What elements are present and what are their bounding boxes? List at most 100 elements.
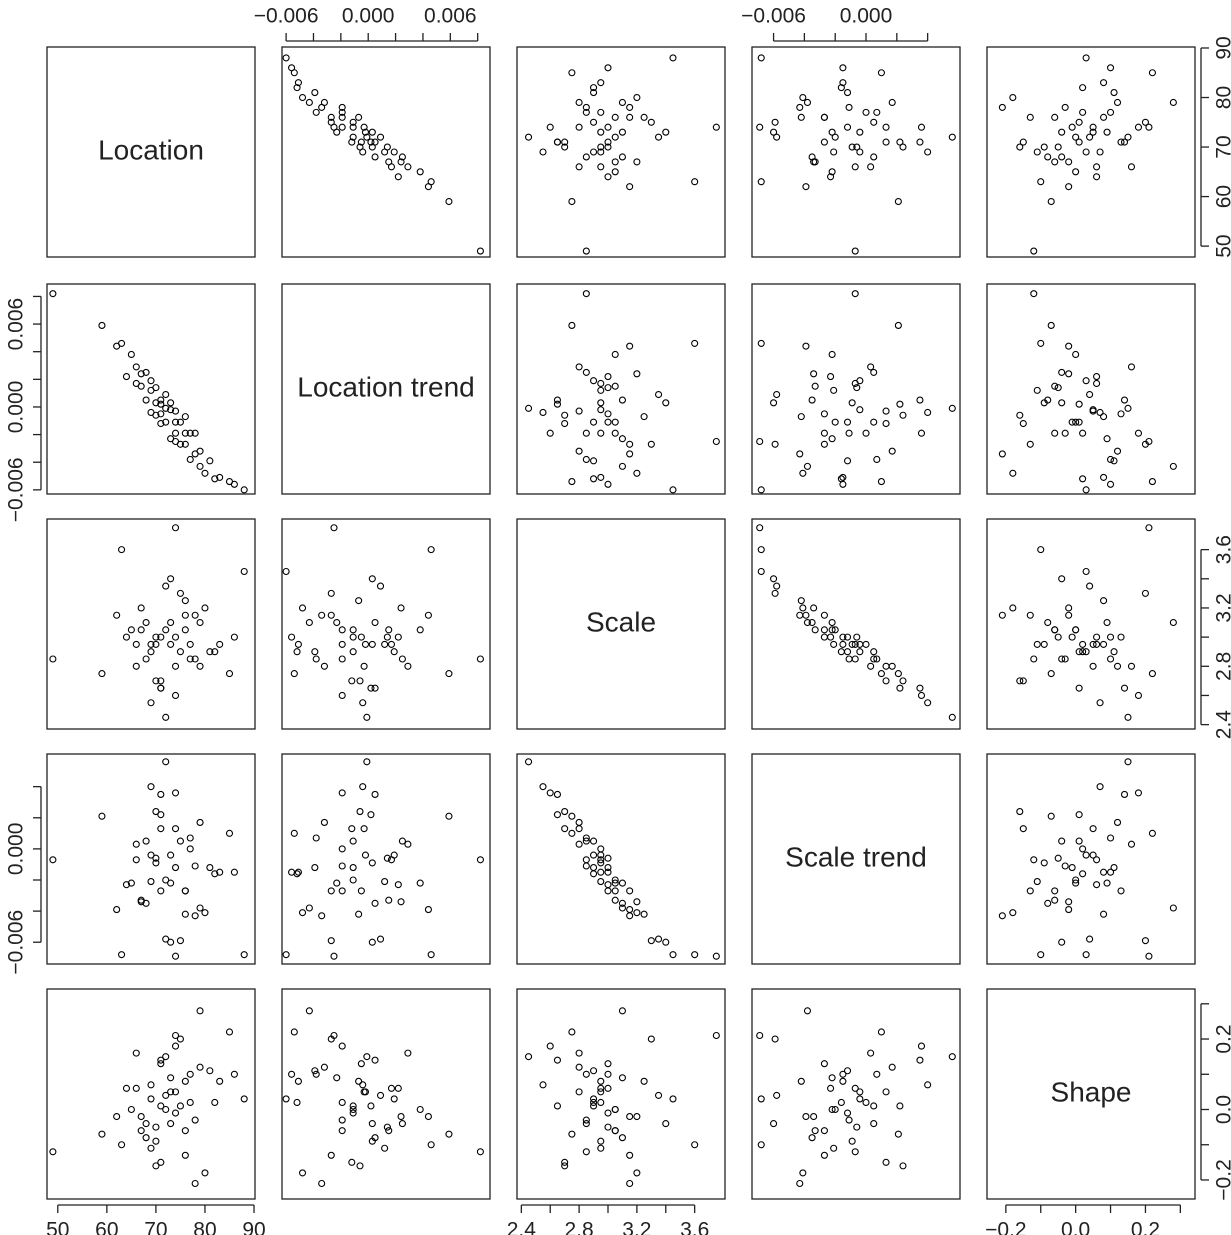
data-point xyxy=(1072,133,1080,141)
data-point xyxy=(882,123,890,131)
data-point xyxy=(1075,118,1083,126)
data-point xyxy=(582,247,590,255)
data-point xyxy=(575,1088,583,1096)
data-point xyxy=(546,1042,554,1050)
data-point xyxy=(327,1151,335,1159)
data-point xyxy=(647,118,655,126)
data-point xyxy=(894,197,902,206)
data-point xyxy=(201,1169,209,1177)
data-point xyxy=(582,1116,590,1124)
data-point xyxy=(152,1162,160,1170)
data-point xyxy=(113,1113,121,1121)
data-point xyxy=(186,1098,194,1107)
data-point xyxy=(828,618,836,627)
data-point xyxy=(157,1060,165,1068)
data-point xyxy=(882,1158,890,1166)
panel-frame xyxy=(986,46,1196,258)
data-point xyxy=(770,128,778,136)
data-point xyxy=(916,684,924,692)
data-point xyxy=(171,952,180,960)
data-point xyxy=(1141,118,1149,126)
data-point xyxy=(1148,670,1156,678)
data-point xyxy=(1047,812,1055,820)
data-point xyxy=(568,321,576,329)
data-point xyxy=(1086,390,1094,399)
data-point xyxy=(575,818,583,826)
data-point xyxy=(828,128,836,136)
data-point xyxy=(157,684,165,692)
data-point xyxy=(1065,604,1073,612)
data-point xyxy=(333,1074,341,1082)
data-point xyxy=(1117,138,1125,146)
data-point xyxy=(98,812,106,820)
data-point xyxy=(167,938,175,946)
data-point xyxy=(1061,429,1069,437)
data-point xyxy=(1082,486,1090,494)
data-point xyxy=(349,837,357,845)
data-point xyxy=(181,611,189,619)
data-point xyxy=(132,640,140,648)
data-point xyxy=(394,633,402,641)
data-point xyxy=(561,1162,569,1170)
data-point xyxy=(290,829,298,837)
data-point xyxy=(1061,103,1069,111)
data-point xyxy=(349,133,357,141)
data-point xyxy=(137,898,145,906)
data-point xyxy=(181,597,189,605)
data-point xyxy=(611,158,619,166)
data-point xyxy=(839,1070,847,1078)
data-point xyxy=(1016,411,1024,419)
data-point xyxy=(1037,546,1045,554)
data-point xyxy=(712,437,720,446)
data-point xyxy=(357,138,365,146)
data-point xyxy=(1051,113,1059,121)
y-tick-label: 50 xyxy=(1213,234,1231,257)
data-point xyxy=(240,1095,248,1103)
data-point xyxy=(917,691,926,700)
data-point xyxy=(899,1162,907,1170)
data-point xyxy=(756,123,764,131)
data-point xyxy=(1044,618,1052,627)
data-point xyxy=(853,384,861,392)
data-point xyxy=(424,906,432,914)
data-point xyxy=(1082,648,1090,656)
data-point xyxy=(312,834,320,842)
data-point xyxy=(445,670,453,678)
data-point xyxy=(1058,655,1066,663)
data-point xyxy=(1047,670,1055,678)
data-point xyxy=(157,633,165,641)
data-point xyxy=(799,469,807,477)
data-point xyxy=(839,64,847,72)
data-point xyxy=(575,1063,583,1071)
data-point xyxy=(626,440,634,448)
data-point xyxy=(1016,143,1024,151)
x-tick-label: 70 xyxy=(144,1219,167,1235)
data-point xyxy=(582,856,590,864)
y-tick-label: 0.000 xyxy=(5,823,28,876)
data-point xyxy=(877,670,885,678)
data-point xyxy=(1169,462,1177,470)
data-point xyxy=(582,153,590,161)
data-point xyxy=(1096,699,1104,707)
data-point xyxy=(839,640,847,648)
data-point xyxy=(618,153,626,161)
data-point xyxy=(867,363,875,371)
data-point xyxy=(147,1095,155,1103)
data-point xyxy=(669,951,677,959)
data-point xyxy=(597,379,605,388)
data-point xyxy=(363,713,371,721)
data-point xyxy=(1106,108,1115,116)
data-point xyxy=(1093,856,1101,864)
data-point xyxy=(132,856,140,864)
data-point xyxy=(797,413,805,421)
data-point xyxy=(856,128,864,136)
data-point xyxy=(1106,834,1115,842)
data-point xyxy=(157,419,165,428)
data-point xyxy=(856,406,864,414)
data-point xyxy=(176,418,184,426)
data-point xyxy=(1148,69,1156,77)
data-point xyxy=(330,524,338,532)
data-point xyxy=(157,400,165,408)
data-point xyxy=(1103,128,1111,136)
data-point xyxy=(1058,938,1066,946)
